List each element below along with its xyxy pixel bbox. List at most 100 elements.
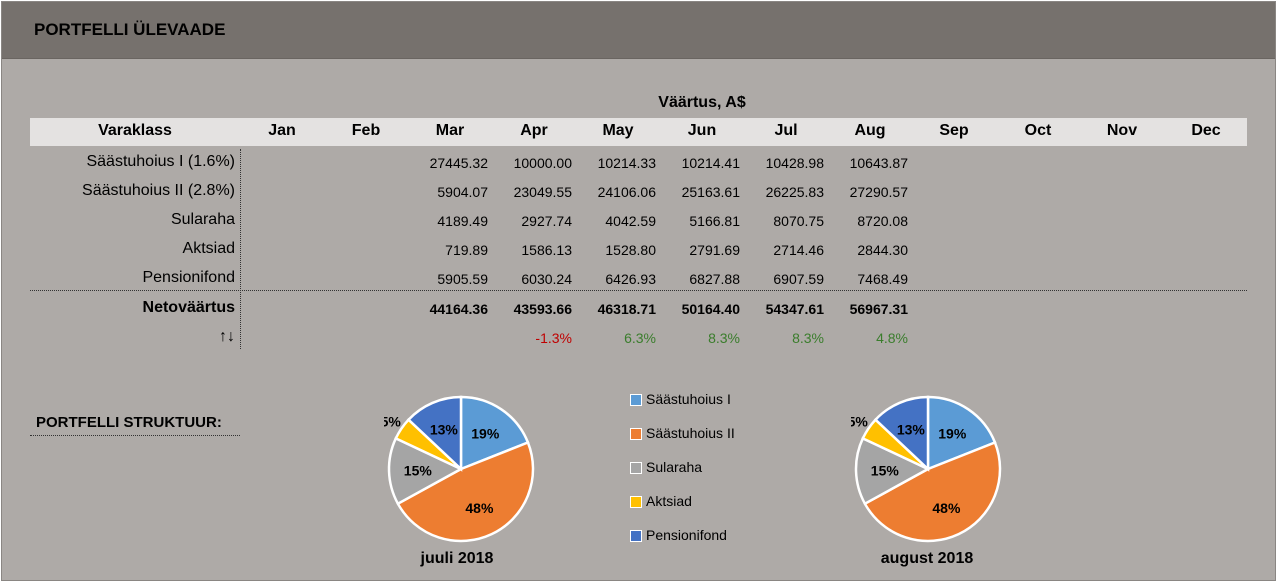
header-month: Dec	[1191, 122, 1221, 139]
table-cell: 5904.07	[437, 184, 488, 200]
pie-slice	[387, 436, 464, 506]
pie-data-label: 48%	[465, 500, 494, 516]
table-cell: 4042.59	[605, 213, 656, 229]
table-cell: 2927.74	[521, 213, 572, 229]
legend-swatch	[630, 496, 642, 508]
pie-slice	[873, 395, 930, 472]
pie-data-label: 5%	[851, 413, 868, 429]
legend-swatch	[630, 394, 642, 406]
header-month: Feb	[351, 122, 381, 139]
pie-data-label: 5%	[384, 413, 401, 429]
table-cell: 4189.49	[437, 213, 488, 229]
table-header: Varaklass Jan Feb Mar Apr May Jun Jul Au…	[30, 118, 1247, 146]
column-divider	[240, 149, 241, 349]
structure-label: PORTFELLI STRUKTUUR:	[36, 414, 222, 431]
pie-slice	[863, 440, 1002, 543]
table-cell: 8720.08	[857, 213, 908, 229]
table-cell: 46318.71	[597, 301, 656, 317]
header-month: Apr	[520, 122, 548, 139]
net-value-row: Netoväärtus 44164.36 43593.66 46318.71 50164…	[30, 295, 1247, 323]
pie-slice	[854, 436, 931, 506]
header-month: Sep	[939, 122, 969, 139]
pie-data-label: 13%	[430, 421, 459, 437]
pie-title-august: august 2018	[880, 550, 974, 567]
table-cell: 5166.81	[689, 213, 740, 229]
table-cell: 23049.55	[513, 184, 572, 200]
row-label: Säästuhoius II (2.8%)	[82, 182, 235, 199]
table-cell: 44164.36	[429, 301, 488, 317]
header-month: May	[602, 122, 634, 139]
table-cell: 6827.88	[689, 271, 740, 287]
page-title: PORTFELLI ÜLEVAADE	[34, 20, 226, 39]
pie-slice	[406, 395, 463, 472]
table-row: Aktsiad 719.89 1586.13 1528.80 2791.69 2714.4…	[30, 236, 1247, 264]
pie-data-label: 15%	[404, 462, 433, 478]
table-cell: 7468.49	[857, 271, 908, 287]
table-row: Sularaha 4189.49 2927.74 4042.59 5166.81 8070…	[30, 207, 1247, 235]
table-cell: 10428.98	[765, 155, 824, 171]
pie-chart-july: 19% 48% 15% 5% 13%	[384, 395, 535, 543]
table-cell: 719.89	[445, 242, 488, 258]
row-label: Sularaha	[170, 211, 235, 228]
row-label: Aktsiad	[182, 240, 235, 257]
table-cell: 8.3%	[708, 330, 740, 346]
table-cell: 6030.24	[521, 271, 572, 287]
table-cell: 24106.06	[597, 184, 656, 200]
pie-slice	[396, 440, 535, 543]
legend-label: Sularaha	[646, 459, 703, 475]
table-cell: 1528.80	[605, 242, 656, 258]
pie-data-label: 19%	[471, 425, 500, 441]
table-cell: 6.3%	[624, 330, 656, 346]
table-cell: 8.3%	[792, 330, 824, 346]
legend-swatch	[630, 530, 642, 542]
table-cell: 54347.61	[765, 301, 824, 317]
legend-label: Aktsiad	[646, 493, 692, 509]
pie-chart-august: 19% 48% 15% 5% 13%	[851, 395, 1002, 543]
legend-label: Säästuhoius II	[646, 425, 735, 441]
table-cell: 5905.59	[437, 271, 488, 287]
table-cell: 10000.00	[513, 155, 572, 171]
table-row: Pensionifond 5905.59 6030.24 6426.93 6827.88…	[30, 265, 1247, 293]
pie-slice	[459, 395, 530, 471]
pie-data-label: 15%	[871, 462, 900, 478]
table-cell: 43593.66	[513, 301, 572, 317]
value-heading: Väärtus, A$	[658, 94, 746, 111]
table-cell: 8070.75	[773, 213, 824, 229]
table-cell: 26225.83	[765, 184, 824, 200]
header-asset-class: Varaklass	[98, 122, 172, 139]
header-month: Mar	[435, 122, 465, 139]
row-label: ↑↓	[219, 328, 235, 345]
table-cell: 2714.46	[773, 242, 824, 258]
header-month: Jul	[774, 122, 798, 139]
pie-data-label: 48%	[932, 500, 961, 516]
title-bar: PORTFELLI ÜLEVAADE	[2, 2, 1275, 59]
pie-slice	[926, 395, 997, 471]
table-cell: 1586.13	[521, 242, 572, 258]
table-row: Säästuhoius II (2.8%) 5904.07 23049.55 2410…	[30, 178, 1247, 206]
header-month: Jun	[687, 122, 717, 139]
header-month: Nov	[1106, 122, 1138, 139]
row-label: Säästuhoius I (1.6%)	[86, 153, 235, 170]
change-row: ↑↓ -1.3% 6.3% 8.3% 8.3% 4.8%	[30, 324, 1247, 352]
legend-swatch	[630, 462, 642, 474]
table-cell: 2791.69	[689, 242, 740, 258]
table-cell: 27290.57	[849, 184, 908, 200]
pie-data-label: 19%	[938, 425, 967, 441]
pie-title-july: juuli 2018	[420, 550, 494, 567]
table-cell: 2844.30	[857, 242, 908, 258]
table-cell: 10643.87	[849, 155, 908, 171]
table-cell: 27445.32	[429, 155, 488, 171]
table-cell: 10214.41	[681, 155, 740, 171]
total-divider	[30, 290, 1247, 291]
row-label: Netoväärtus	[142, 299, 235, 316]
table-cell: 56967.31	[849, 301, 908, 317]
legend-label: Pensionifond	[646, 527, 727, 543]
structure-underline	[30, 435, 240, 436]
row-label: Pensionifond	[142, 269, 235, 286]
table-cell: 10214.33	[597, 155, 656, 171]
legend-swatch	[630, 428, 642, 440]
pie-data-label: 13%	[897, 421, 926, 437]
table-cell: -1.3%	[535, 330, 572, 346]
header-month: Oct	[1024, 122, 1052, 139]
